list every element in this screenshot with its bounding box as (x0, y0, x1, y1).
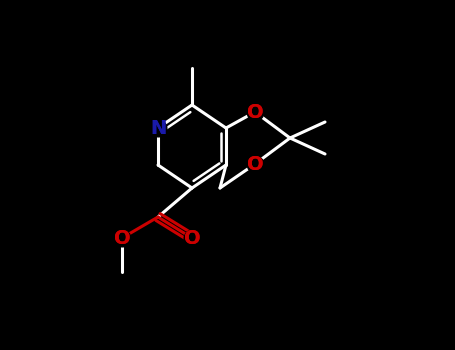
Text: O: O (247, 154, 263, 174)
Text: O: O (114, 229, 130, 247)
Text: N: N (150, 119, 166, 138)
Text: O: O (184, 229, 200, 247)
Text: O: O (247, 103, 263, 121)
Text: O: O (114, 229, 130, 247)
Text: O: O (247, 103, 263, 121)
Text: N: N (150, 119, 166, 138)
Text: O: O (184, 229, 200, 247)
Text: O: O (247, 154, 263, 174)
